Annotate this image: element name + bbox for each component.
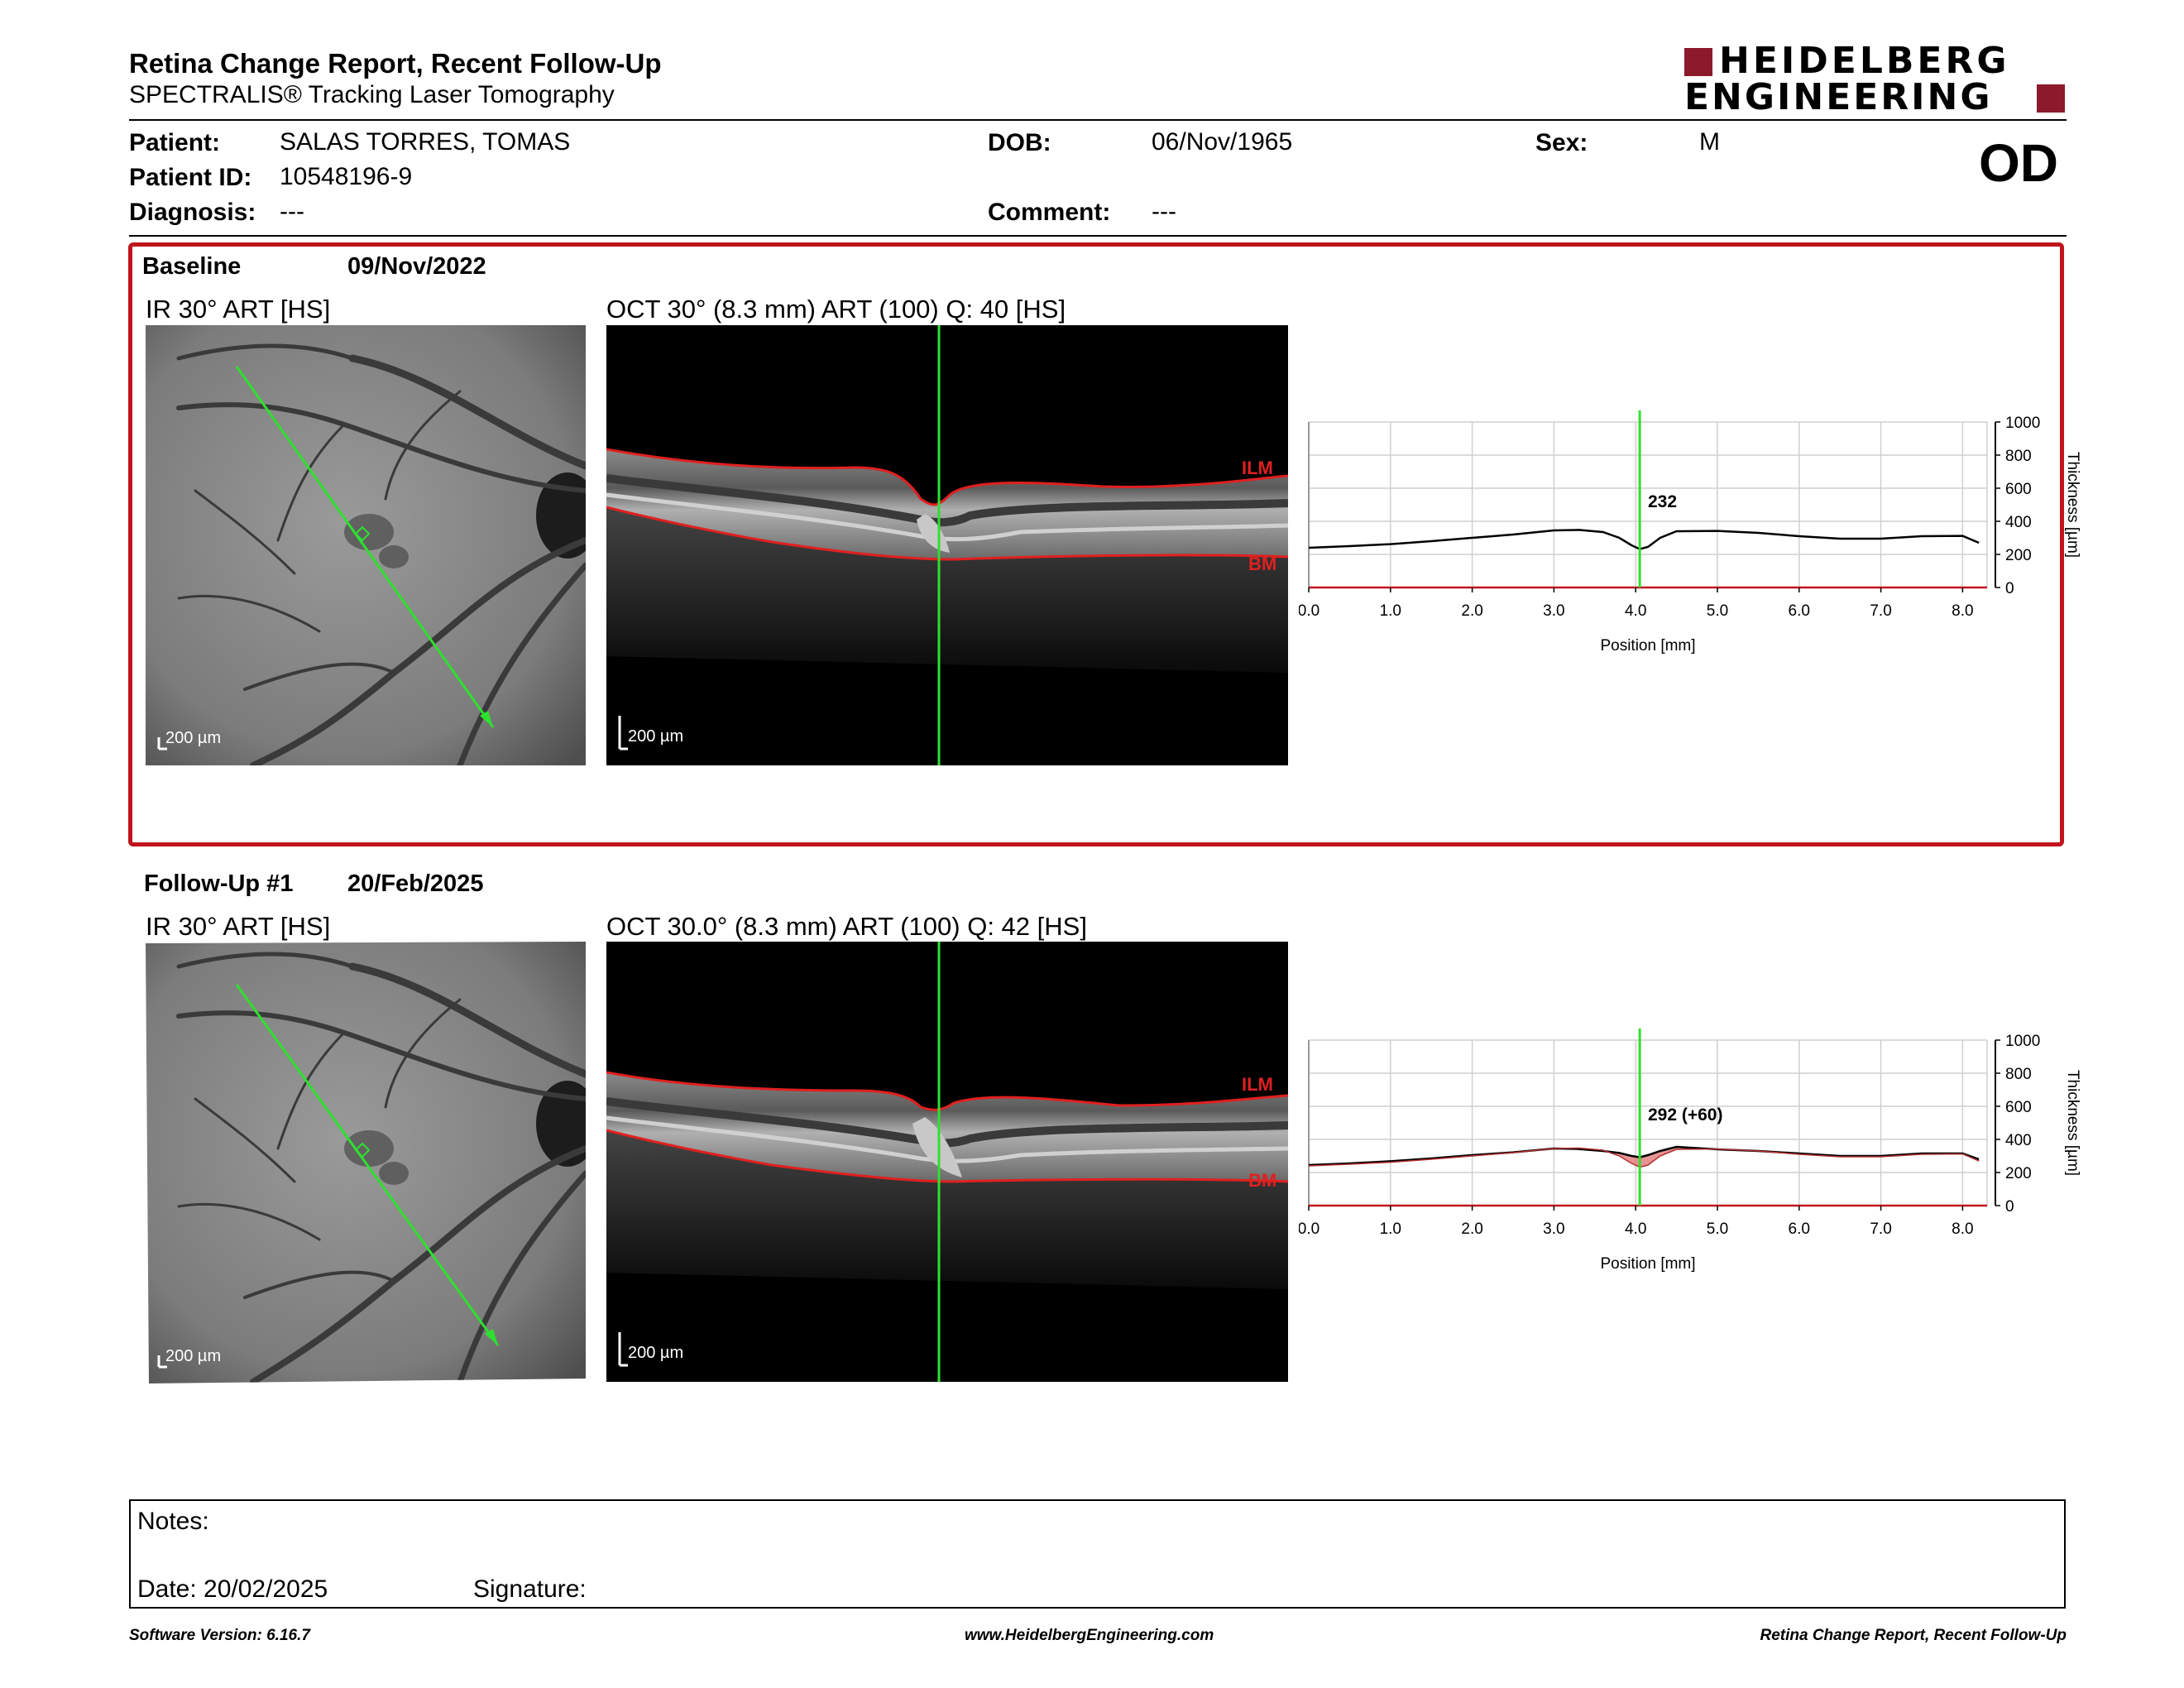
- baseline-oct-scale: 200 µm: [628, 727, 684, 746]
- diagnosis-value: ---: [280, 198, 304, 225]
- chart-x-tick-label: 6.0: [1789, 602, 1810, 620]
- header-divider: [129, 119, 2067, 121]
- baseline-thickness-chart: 0.0 1.0 2.0 3.0 4.0 5.0 6.0 7.0 8.0 0 200 400 600 800…: [1299, 410, 2081, 655]
- logo-square-icon-2: [2037, 84, 2065, 113]
- diagnosis-label: Diagnosis:: [129, 199, 256, 226]
- chart-x-axis-title: Position [mm]: [1600, 637, 1695, 655]
- baseline-date: 09/Nov/2022: [347, 253, 486, 280]
- oct-drawing: [606, 325, 1288, 765]
- baseline-ilm-label: ILM: [1242, 458, 1273, 478]
- report-subtitle: SPECTRALIS® Tracking Laser Tomography: [129, 81, 615, 108]
- baseline-label: Baseline: [142, 253, 242, 280]
- followup-oct-scale: 200 µm: [628, 1344, 684, 1362]
- logo-line-1: HEIDELBERG: [1719, 40, 2010, 82]
- notes-box[interactable]: Notes: Date: 20/02/2025 Signature:: [129, 1499, 2066, 1609]
- notes-signature: Signature:: [473, 1575, 587, 1603]
- comment-label: Comment:: [988, 199, 1111, 226]
- notes-date: Date: 20/02/2025: [137, 1575, 328, 1603]
- chart-x-tick-label: 8.0: [1952, 602, 1973, 620]
- chart-y-axis-title: Thickness [µm]: [2064, 1070, 2081, 1176]
- chart-x-tick-label: 3.0: [1543, 1220, 1564, 1238]
- baseline-panel: [128, 242, 2064, 846]
- chart-y-tick-label: 1000: [2005, 1033, 2040, 1050]
- chart-y-tick-label: 0: [2005, 580, 2014, 597]
- chart-x-tick-label: 1.0: [1380, 1220, 1401, 1238]
- chart-x-tick-label: 7.0: [1870, 1220, 1891, 1238]
- chart-x-tick-label: 4.0: [1625, 602, 1646, 620]
- followup-ir-image: 200 µm: [146, 942, 586, 1383]
- baseline-oct-title: OCT 30° (8.3 mm) ART (100) Q: 40 [HS]: [606, 295, 1066, 324]
- chart-y-tick-label: 0: [2005, 1198, 2014, 1216]
- chart-x-tick-label: 2.0: [1461, 602, 1482, 620]
- chart-series-line: [1308, 529, 1980, 550]
- patient-id-label: Patient ID:: [129, 164, 252, 191]
- footer-website[interactable]: www.HeidelbergEngineering.com: [965, 1627, 1214, 1644]
- chart-y-axis-title: Thickness [µm]: [2064, 452, 2081, 558]
- fundus-drawing: [146, 942, 586, 1383]
- followup-oct-image: ILM BM 200 µm: [606, 942, 1288, 1382]
- chart-x-tick-label: 2.0: [1461, 1220, 1482, 1238]
- baseline-ir-scale: 200 µm: [165, 729, 222, 747]
- chart-x-tick-label: 8.0: [1952, 1220, 1973, 1238]
- patient-name: SALAS TORRES, TOMAS: [280, 128, 571, 156]
- chart-x-tick-label: 0.0: [1299, 1220, 1320, 1238]
- heidelberg-logo: HEIDELBERG ENGINEERING: [1684, 40, 2067, 118]
- chart-y-tick-label: 200: [2005, 547, 2032, 564]
- followup-bm-label: BM: [1248, 1170, 1277, 1191]
- chart-x-tick-label: 6.0: [1789, 1220, 1810, 1238]
- followup-date: 20/Feb/2025: [347, 870, 484, 897]
- baseline-oct-image: ILM BM 200 µm: [606, 325, 1288, 765]
- logo-line-2: ENGINEERING: [1684, 76, 1993, 118]
- baseline-ir-title: IR 30° ART [HS]: [146, 295, 331, 324]
- chart-y-tick-label: 1000: [2005, 415, 2040, 432]
- chart-x-axis-title: Position [mm]: [1600, 1255, 1695, 1273]
- followup-label: Follow-Up #1: [144, 870, 294, 897]
- patient-divider: [129, 235, 2067, 237]
- fundus-drawing: [146, 325, 586, 765]
- chart-y-tick-label: 600: [2005, 481, 2032, 498]
- chart-y-tick-label: 200: [2005, 1165, 2032, 1182]
- logo-square-icon: [1684, 48, 1712, 76]
- chart-x-tick-label: 3.0: [1543, 602, 1564, 620]
- followup-marker-value: 292 (+60): [1648, 1105, 1723, 1125]
- chart-x-tick-label: 7.0: [1870, 602, 1891, 620]
- chart-y-tick-label: 400: [2005, 1132, 2032, 1149]
- dob-value: 06/Nov/1965: [1152, 128, 1293, 156]
- chart-x-tick-label: 0.0: [1299, 602, 1320, 620]
- patient-id: 10548196-9: [280, 163, 413, 190]
- chart-x-tick-label: 5.0: [1707, 1220, 1728, 1238]
- followup-ir-scale: 200 µm: [165, 1347, 222, 1365]
- baseline-marker-value: 232: [1648, 492, 1678, 511]
- chart-y-tick-label: 800: [2005, 1066, 2032, 1083]
- followup-oct-title: OCT 30.0° (8.3 mm) ART (100) Q: 42 [HS]: [606, 912, 1087, 941]
- chart-y-tick-label: 600: [2005, 1099, 2032, 1116]
- chart-x-tick-label: 4.0: [1625, 1220, 1646, 1238]
- chart-x-tick-label: 1.0: [1380, 602, 1401, 620]
- chart-y-tick-label: 800: [2005, 448, 2032, 465]
- chart-y-tick-label: 400: [2005, 514, 2032, 531]
- followup-ir-title: IR 30° ART [HS]: [146, 912, 331, 941]
- chart-x-tick-label: 5.0: [1707, 602, 1728, 620]
- notes-label: Notes:: [137, 1508, 209, 1535]
- report-title: Retina Change Report, Recent Follow-Up: [129, 48, 662, 79]
- sex-value: M: [1699, 128, 1720, 156]
- patient-label: Patient:: [129, 129, 221, 156]
- followup-ilm-label: ILM: [1242, 1074, 1273, 1095]
- footer-report-name: Retina Change Report, Recent Follow-Up: [1760, 1627, 2067, 1644]
- followup-thickness-chart: 0.0 1.0 2.0 3.0 4.0 5.0 6.0 7.0 8.0 0 200 400 600 800…: [1299, 1029, 2081, 1273]
- footer-software-version: Software Version: 6.16.7: [129, 1627, 310, 1644]
- dob-label: DOB:: [988, 129, 1051, 156]
- baseline-bm-label: BM: [1248, 554, 1277, 574]
- baseline-ir-image: 200 µm: [146, 325, 586, 765]
- comment-value: ---: [1152, 198, 1176, 225]
- eye-indicator: OD: [1979, 133, 2058, 193]
- sex-label: Sex:: [1535, 129, 1588, 156]
- oct-drawing: [606, 942, 1288, 1382]
